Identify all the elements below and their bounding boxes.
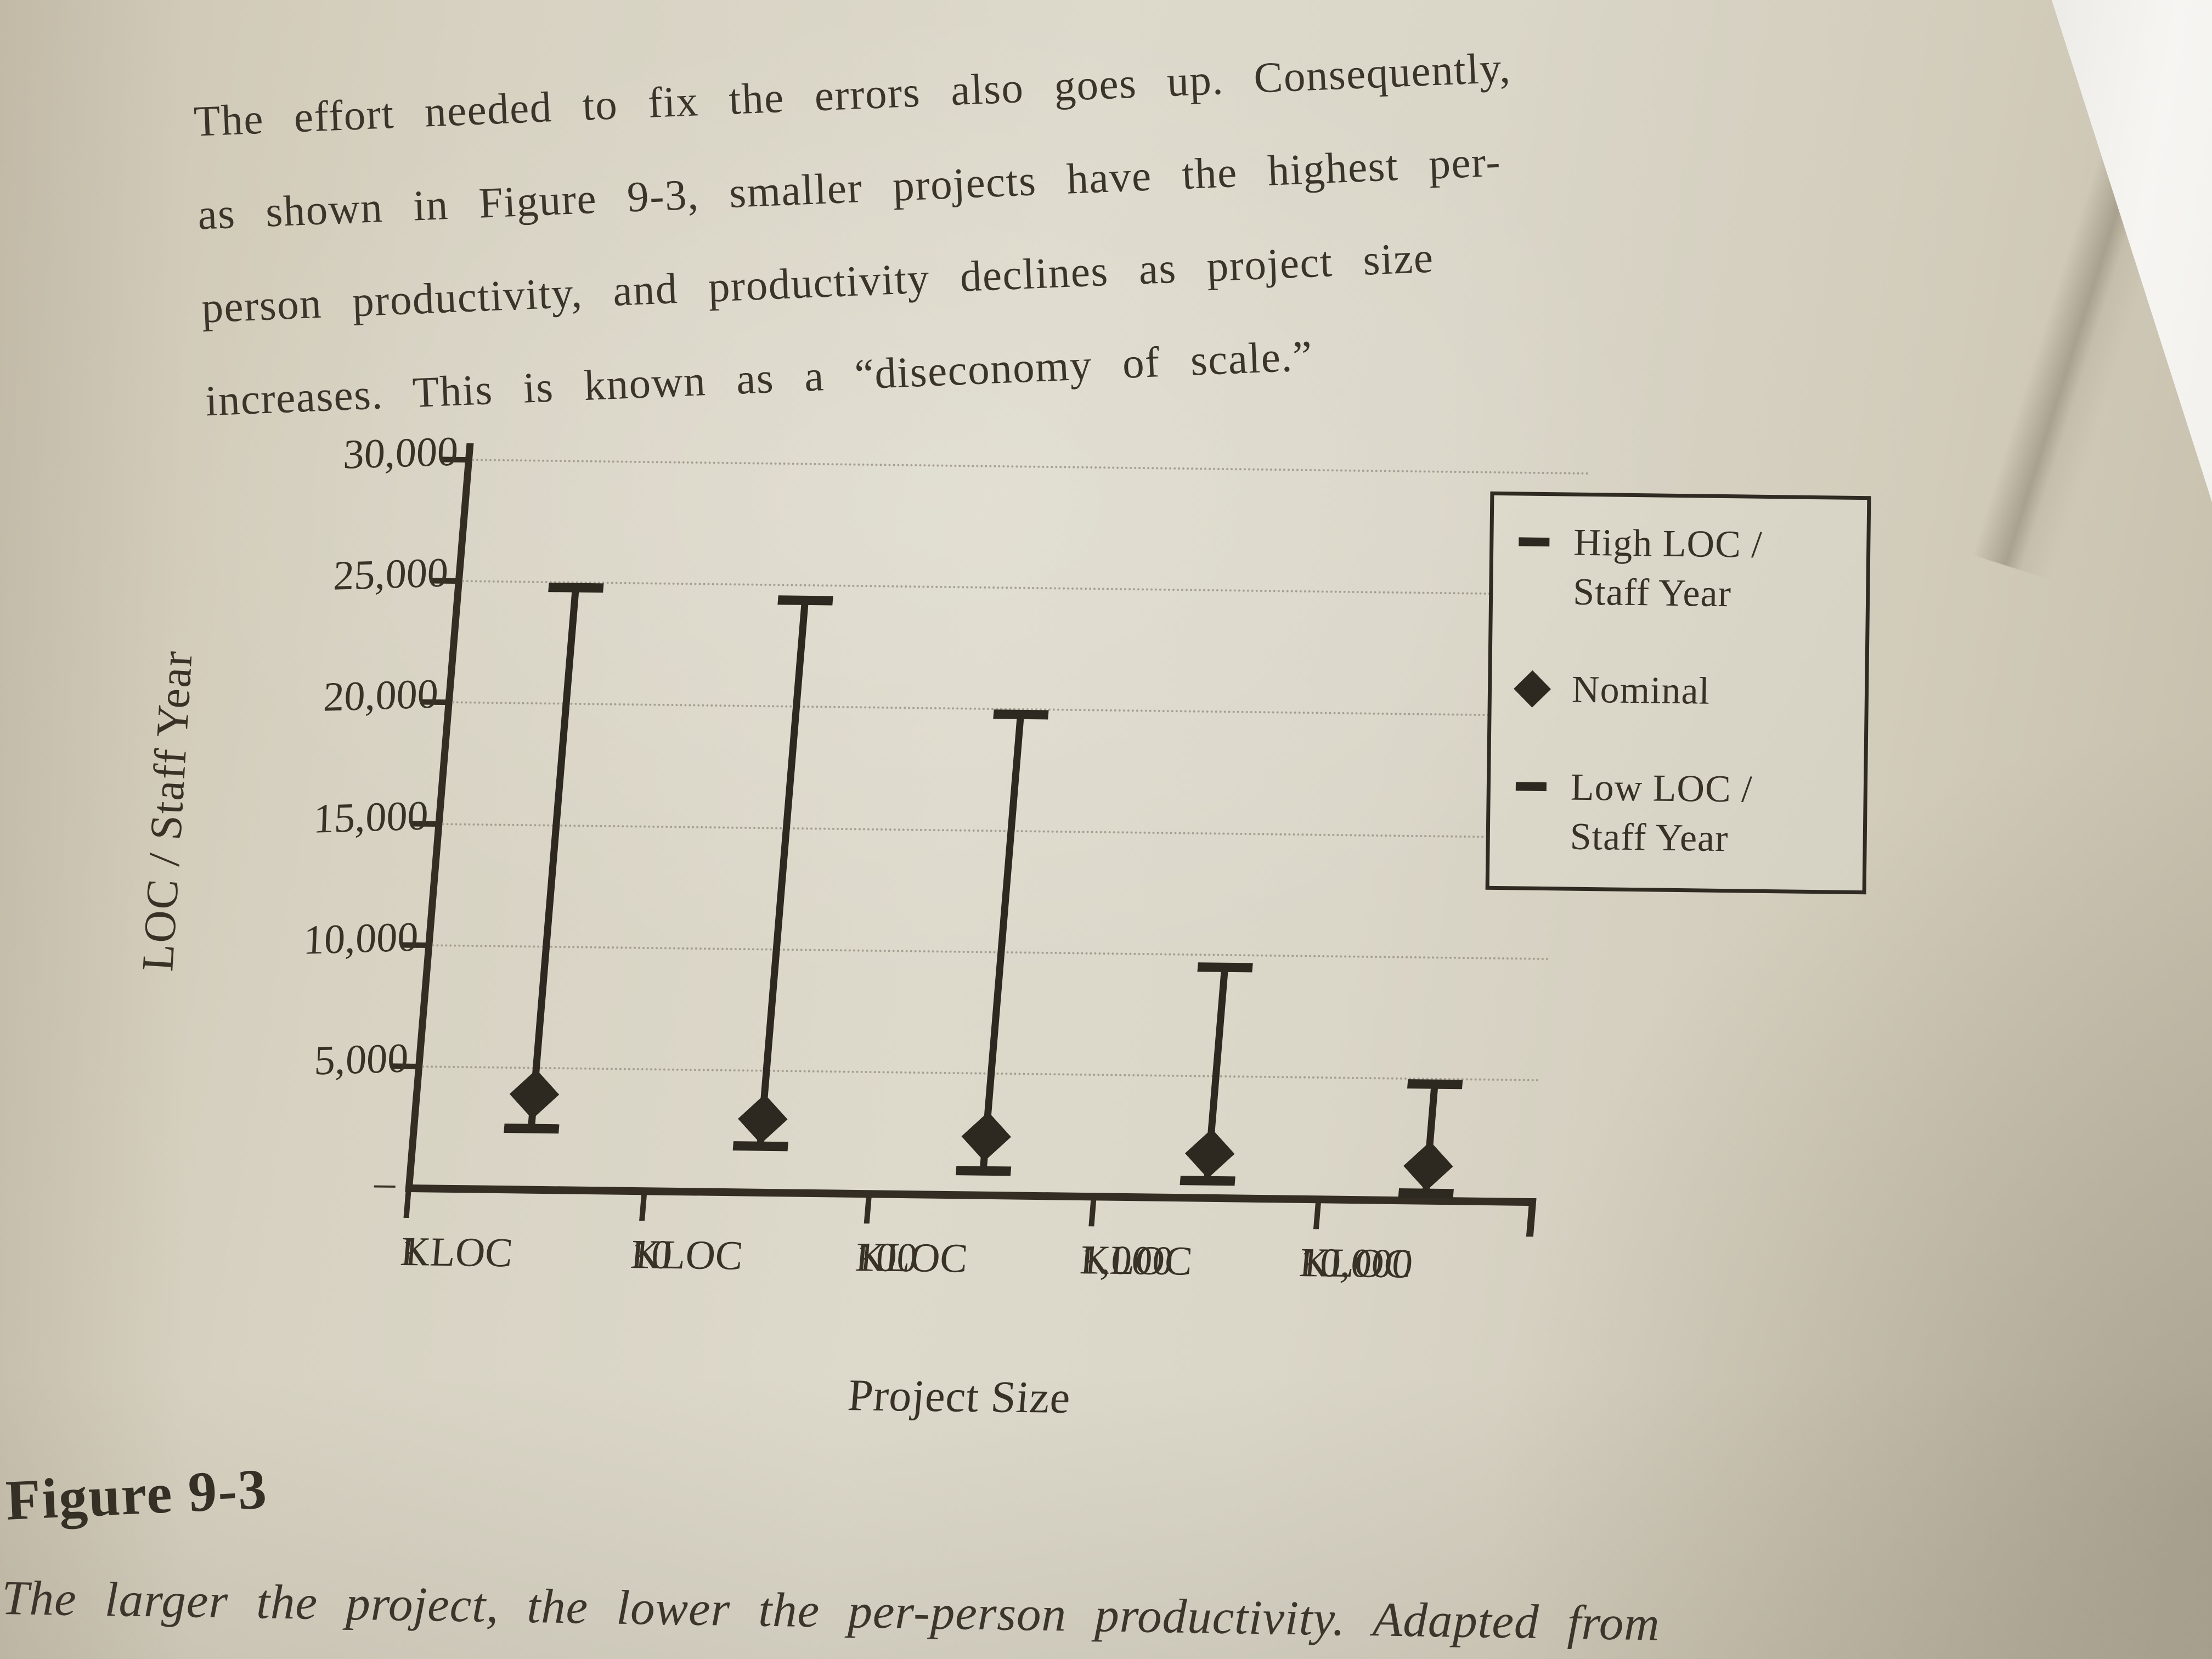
y-tick-label: 10,000 bbox=[302, 913, 420, 963]
legend-label: High LOC / Staff Year bbox=[1573, 518, 1763, 619]
legend-item: High LOC / Staff Year bbox=[1518, 517, 1856, 620]
x-tick-label: 1 KLOC bbox=[399, 1221, 645, 1276]
nominal-marker-10,000 KLOC bbox=[1403, 1141, 1453, 1191]
x-tick-label-unit: KLOC bbox=[854, 1234, 970, 1282]
x-tick-mark bbox=[864, 1194, 872, 1224]
legend-item: Low LOC / Staff Year bbox=[1515, 762, 1853, 865]
x-tick-label-unit: KLOC bbox=[1078, 1237, 1194, 1284]
gridline-5000 bbox=[421, 1065, 1540, 1081]
high-cap-10,000 KLOC bbox=[1407, 1079, 1463, 1089]
legend-label: Low LOC / Staff Year bbox=[1570, 763, 1753, 864]
legend-label: Nominal bbox=[1572, 665, 1711, 716]
nominal-marker-1 KLOC bbox=[509, 1069, 560, 1120]
gridline-30000 bbox=[471, 459, 1590, 475]
x-tick-label: 10 KLOC bbox=[629, 1224, 875, 1278]
gridline-15000 bbox=[442, 822, 1560, 839]
x-tick-mark bbox=[1313, 1199, 1322, 1229]
legend-item: Nominal bbox=[1514, 664, 1854, 718]
x-tick-label-unit: KLOC bbox=[1297, 1239, 1414, 1287]
legend-dash-marker bbox=[1519, 517, 1574, 567]
high-cap-1,000 KLOC bbox=[1197, 962, 1253, 973]
page-bottom-shading bbox=[0, 1374, 2212, 1659]
x-tick-label: 10,000 KLOC bbox=[1298, 1232, 1543, 1287]
hilo-line-10 KLOC bbox=[757, 600, 809, 1146]
x-tick-label: 100 KLOC bbox=[854, 1227, 1099, 1281]
x-tick-mark bbox=[639, 1191, 647, 1221]
legend-label-line: Nominal bbox=[1571, 668, 1711, 713]
high-cap-1 KLOC bbox=[548, 583, 604, 593]
x-tick-label-unit: KLOC bbox=[399, 1228, 515, 1276]
y-tick-label: 15,000 bbox=[312, 792, 430, 842]
legend-label-line: Staff Year bbox=[1572, 571, 1732, 616]
x-tick-label: 1,000 KLOC bbox=[1079, 1229, 1324, 1284]
nominal-marker-10 KLOC bbox=[738, 1094, 788, 1144]
high-cap-10 KLOC bbox=[777, 595, 833, 606]
y-tick-label: 5,000 bbox=[313, 1035, 409, 1084]
y-tick-label: 25,000 bbox=[332, 549, 449, 599]
x-axis-title: Project Size bbox=[846, 1370, 1073, 1423]
high-cap-100 KLOC bbox=[993, 709, 1049, 720]
x-axis-line bbox=[405, 1184, 1536, 1206]
y-tick-label-zero: – bbox=[373, 1159, 398, 1206]
gridline-10000 bbox=[432, 944, 1550, 960]
nominal-marker-1,000 KLOC bbox=[1184, 1128, 1235, 1179]
chart-legend: High LOC / Staff Year Nominal Low LOC / Staf… bbox=[1485, 491, 1871, 895]
gridline-25000 bbox=[461, 580, 1580, 596]
x-tick-mark bbox=[403, 1188, 411, 1218]
hilo-line-100 KLOC bbox=[979, 714, 1024, 1171]
x-tick-mark bbox=[1088, 1197, 1097, 1227]
dash-icon bbox=[1519, 537, 1550, 547]
dash-icon bbox=[1515, 782, 1547, 792]
low-cap-1 KLOC bbox=[504, 1124, 560, 1134]
legend-label-line: High LOC / bbox=[1573, 521, 1763, 566]
legend-diamond-marker bbox=[1514, 664, 1572, 714]
legend-dash-marker bbox=[1515, 762, 1571, 812]
low-cap-100 KLOC bbox=[955, 1165, 1012, 1176]
legend-label-line: Staff Year bbox=[1570, 815, 1729, 860]
diamond-icon bbox=[1514, 670, 1551, 708]
x-tick-label-unit: KLOC bbox=[629, 1232, 745, 1279]
hilo-line-1 KLOC bbox=[527, 587, 579, 1129]
y-tick-label: 20,000 bbox=[322, 670, 439, 721]
page-left-shading bbox=[0, 0, 187, 1659]
y-tick-label: 30,000 bbox=[342, 428, 459, 478]
body-paragraph: The effort needed to fix the errors also… bbox=[192, 2, 2016, 449]
legend-label-line: Low LOC / bbox=[1570, 766, 1753, 811]
nominal-marker-100 KLOC bbox=[961, 1111, 1011, 1161]
figure-label: Figure 9-3 bbox=[4, 1457, 269, 1532]
